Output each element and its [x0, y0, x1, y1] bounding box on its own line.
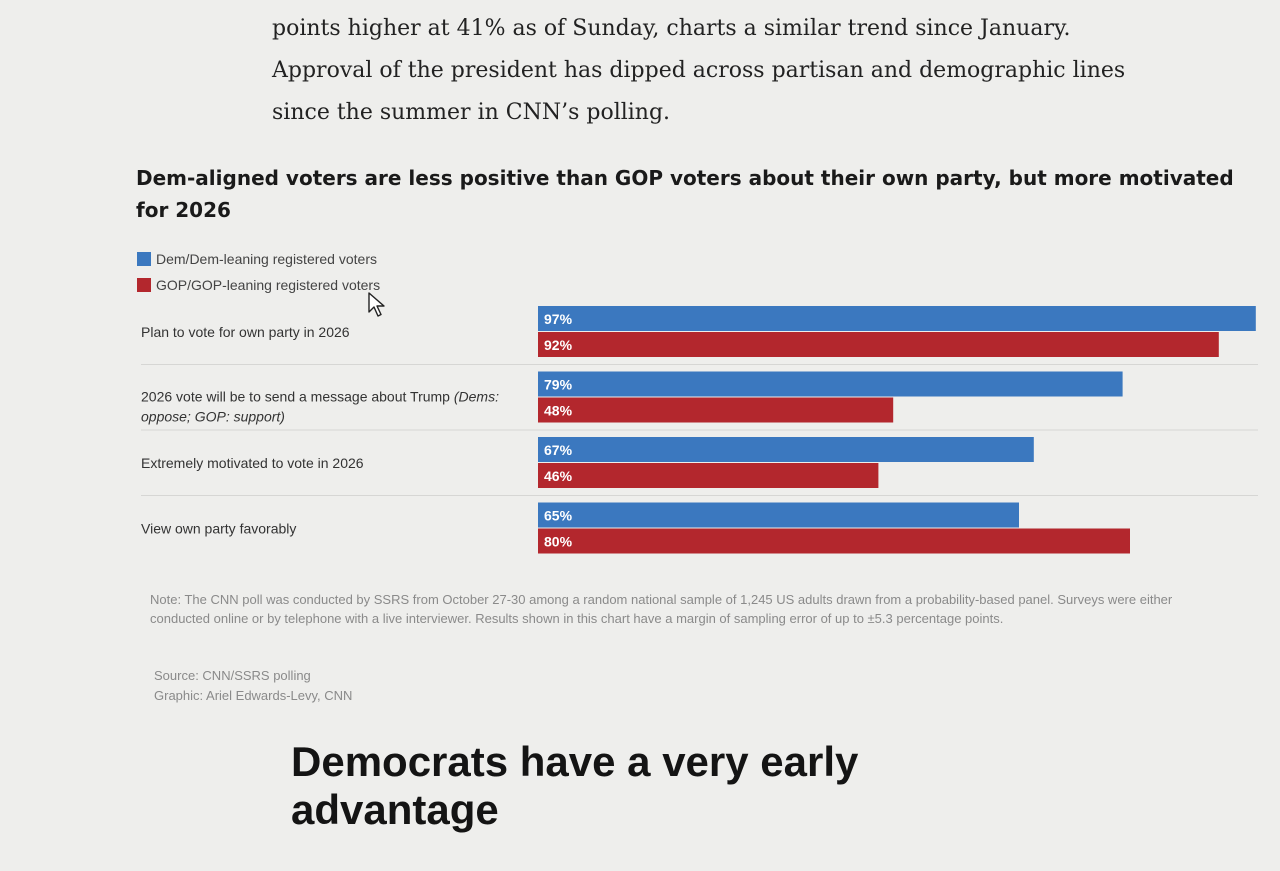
legend-swatch-gop: [137, 278, 151, 292]
bar-value-label: 65%: [544, 508, 573, 524]
bar-value-label: 46%: [544, 468, 573, 484]
legend-label-gop: GOP/GOP-leaning registered voters: [156, 277, 381, 293]
bar-dem-3: [538, 437, 1034, 462]
intro-line-2: Approval of the president has dipped acr…: [272, 58, 1126, 83]
chart-graphic-credit: Graphic: Ariel Edwards-Levy, CNN: [154, 688, 353, 703]
bar-dem-2: [538, 371, 1123, 397]
bar-dem-4: [538, 502, 1019, 528]
chart-note: Note: The CNN poll was conducted by SSRS…: [150, 592, 1173, 626]
intro-line-3: since the summer in CNN’s polling.: [272, 100, 671, 125]
article-intro: points higher at 41% as of Sunday, chart…: [272, 8, 1172, 134]
bar-value-label: 80%: [544, 534, 573, 550]
bar-gop-1: [538, 332, 1219, 357]
legend-label-dem: Dem/Dem-leaning registered voters: [156, 251, 377, 267]
legend-item-gop: GOP/GOP-leaning registered voters: [137, 272, 380, 298]
chart-source: Source: CNN/SSRS polling: [154, 668, 311, 683]
bar-value-label: 79%: [544, 377, 573, 393]
bar-dem-1: [538, 306, 1256, 331]
bar-gop-4: [538, 528, 1130, 554]
section-heading: Democrats have a very early advantage: [291, 738, 859, 833]
bar-value-label: 67%: [544, 442, 573, 458]
legend-item-dem: Dem/Dem-leaning registered voters: [137, 246, 380, 272]
chart-title: Dem-aligned voters are less positive tha…: [136, 166, 1234, 222]
chart-credits: Source: CNN/SSRS polling Graphic: Ariel …: [154, 666, 352, 706]
category-label: 2026 vote will be to send a message abou…: [141, 389, 499, 425]
bar-value-label: 97%: [544, 311, 573, 327]
legend-swatch-dem: [137, 252, 151, 266]
bar-gop-2: [538, 397, 894, 423]
category-label: Plan to vote for own party in 2026: [141, 324, 350, 340]
mouse-pointer-icon: [368, 292, 385, 317]
category-label: View own party favorably: [141, 521, 296, 537]
category-label: Extremely motivated to vote in 2026: [141, 455, 364, 471]
intro-line-1: points higher at 41% as of Sunday, chart…: [272, 16, 1071, 41]
bar-value-label: 92%: [544, 337, 573, 353]
chart-legend: Dem/Dem-leaning registered voters GOP/GO…: [137, 246, 380, 298]
bar-gop-3: [538, 463, 879, 488]
bar-value-label: 48%: [544, 403, 573, 419]
